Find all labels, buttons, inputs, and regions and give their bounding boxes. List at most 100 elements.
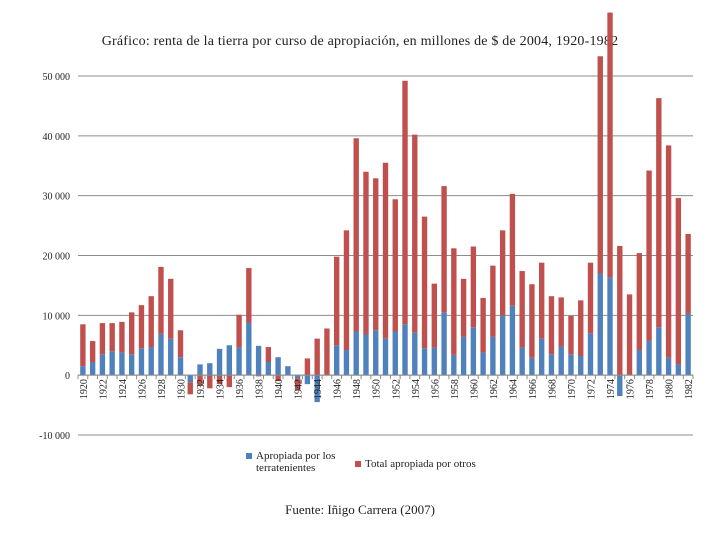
bar-otros-1947 xyxy=(343,230,350,351)
x-tick-label: 1960 xyxy=(469,379,480,399)
bar-terratenientes-1975 xyxy=(617,375,623,397)
bar-otros-1980 xyxy=(665,145,672,358)
bar-terratenientes-1937 xyxy=(246,322,252,376)
bar-terratenientes-1925 xyxy=(129,354,135,376)
bar-terratenientes-1977 xyxy=(636,350,642,376)
bar-terratenientes-1980 xyxy=(665,357,672,376)
bar-terratenientes-1924 xyxy=(119,352,125,376)
bar-terratenientes-1944 xyxy=(314,375,320,403)
bar-otros-1958 xyxy=(451,248,457,355)
y-tick-label: -10 000 xyxy=(39,431,70,442)
bar-terratenientes-1956 xyxy=(431,347,437,376)
bar-otros-1976 xyxy=(626,294,633,376)
bar-otros-1948 xyxy=(353,138,359,332)
x-tick-label: 1962 xyxy=(489,379,500,399)
bar-otros-1924 xyxy=(119,321,125,353)
bar-terratenientes-1954 xyxy=(412,332,418,376)
bar-terratenientes-1969 xyxy=(558,346,564,376)
x-tick-label: 1980 xyxy=(665,379,676,399)
bar-terratenientes-1951 xyxy=(382,338,389,376)
bar-otros-1935 xyxy=(226,375,232,388)
x-tick-label: 1932 xyxy=(196,379,207,399)
y-tick-label: 40 000 xyxy=(43,132,71,143)
bar-otros-1928 xyxy=(158,266,164,334)
bar-otros-1939 xyxy=(265,347,272,363)
x-tick-label: 1954 xyxy=(411,379,422,399)
x-tick-label: 1978 xyxy=(645,379,656,399)
bar-terratenientes-1923 xyxy=(109,351,115,376)
bar-terratenientes-1961 xyxy=(480,352,486,376)
bar-terratenientes-1942 xyxy=(294,375,301,379)
legend-item-otros: Total apropiada por otros xyxy=(355,458,476,470)
bar-otros-1974 xyxy=(607,12,613,278)
x-tick-label: 1974 xyxy=(606,379,617,399)
x-tick-label: 1956 xyxy=(430,379,441,399)
bar-otros-1934 xyxy=(216,375,223,385)
source-note: Fuente: Iñigo Carrera (2007) xyxy=(285,502,435,517)
bar-otros-1960 xyxy=(470,246,477,328)
bar-terratenientes-1952 xyxy=(392,331,398,376)
bar-terratenientes-1966 xyxy=(529,357,535,376)
bar-otros-1933 xyxy=(207,375,213,389)
bar-otros-1940 xyxy=(275,375,281,382)
bar-otros-1963 xyxy=(499,230,506,316)
x-tick-label: 1964 xyxy=(508,379,519,399)
bar-terratenientes-1920 xyxy=(80,366,86,376)
legend-label-terratenientes: Apropiada por los terratenientes xyxy=(256,450,336,474)
bar-terratenientes-1929 xyxy=(168,338,174,376)
legend: Apropiada por los terratenientes Total a… xyxy=(240,450,540,480)
bar-otros-1968 xyxy=(548,296,555,355)
x-tick-label: 1928 xyxy=(157,379,168,399)
bar-otros-1938 xyxy=(255,375,262,377)
bar-terratenientes-1934 xyxy=(216,348,223,376)
bar-terratenientes-1967 xyxy=(539,338,545,376)
bar-terratenientes-1953 xyxy=(402,324,408,376)
bar-otros-1967 xyxy=(539,262,545,339)
bar-terratenientes-1971 xyxy=(578,356,584,376)
bar-terratenientes-1926 xyxy=(138,348,145,376)
bar-otros-1975 xyxy=(617,245,623,376)
x-tick-label: 1930 xyxy=(177,379,188,399)
bar-otros-1964 xyxy=(509,193,516,306)
bar-terratenientes-1974 xyxy=(607,277,613,376)
bar-otros-1923 xyxy=(109,323,115,352)
bar-terratenientes-1935 xyxy=(226,345,232,376)
bar-otros-1920 xyxy=(80,324,86,367)
x-tick-label: 1958 xyxy=(450,379,461,399)
bar-otros-1959 xyxy=(460,278,467,337)
x-tick-label: 1952 xyxy=(391,379,402,399)
bar-otros-1970 xyxy=(568,315,574,355)
x-tick-label: 1934 xyxy=(216,379,227,399)
bar-terratenientes-1932 xyxy=(197,364,203,376)
bar-otros-1949 xyxy=(363,171,369,335)
x-tick-label: 1976 xyxy=(626,379,637,399)
bar-terratenientes-1947 xyxy=(343,350,350,376)
bar-terratenientes-1972 xyxy=(587,333,594,376)
bar-terratenientes-1957 xyxy=(441,312,447,376)
y-tick-label: 10 000 xyxy=(43,311,71,322)
bar-terratenientes-1981 xyxy=(675,364,682,376)
bar-terratenientes-1960 xyxy=(470,327,477,376)
bar-otros-1945 xyxy=(324,328,330,376)
bar-otros-1955 xyxy=(421,216,428,349)
bar-otros-1961 xyxy=(480,297,486,353)
bar-otros-1972 xyxy=(587,262,594,334)
x-tick-label: 1948 xyxy=(352,379,363,399)
bar-terratenientes-1958 xyxy=(451,354,457,376)
bar-terratenientes-1962 xyxy=(490,336,496,376)
bar-otros-1921 xyxy=(89,341,96,363)
bar-otros-1927 xyxy=(148,296,154,348)
legend-item-terratenientes: Apropiada por los terratenientes xyxy=(246,450,351,474)
legend-swatch-terratenientes xyxy=(246,453,252,459)
bar-terratenientes-1949 xyxy=(363,334,369,376)
bar-otros-1965 xyxy=(519,271,525,348)
bar-terratenientes-1963 xyxy=(499,315,506,376)
bar-terratenientes-1930 xyxy=(177,357,184,376)
bar-otros-1953 xyxy=(402,80,408,325)
bar-otros-1937 xyxy=(246,268,252,323)
x-tick-label: 1970 xyxy=(567,379,578,399)
y-tick-label: 50 000 xyxy=(43,72,71,83)
x-tick-label: 1972 xyxy=(587,379,598,399)
bar-otros-1936 xyxy=(236,314,242,348)
